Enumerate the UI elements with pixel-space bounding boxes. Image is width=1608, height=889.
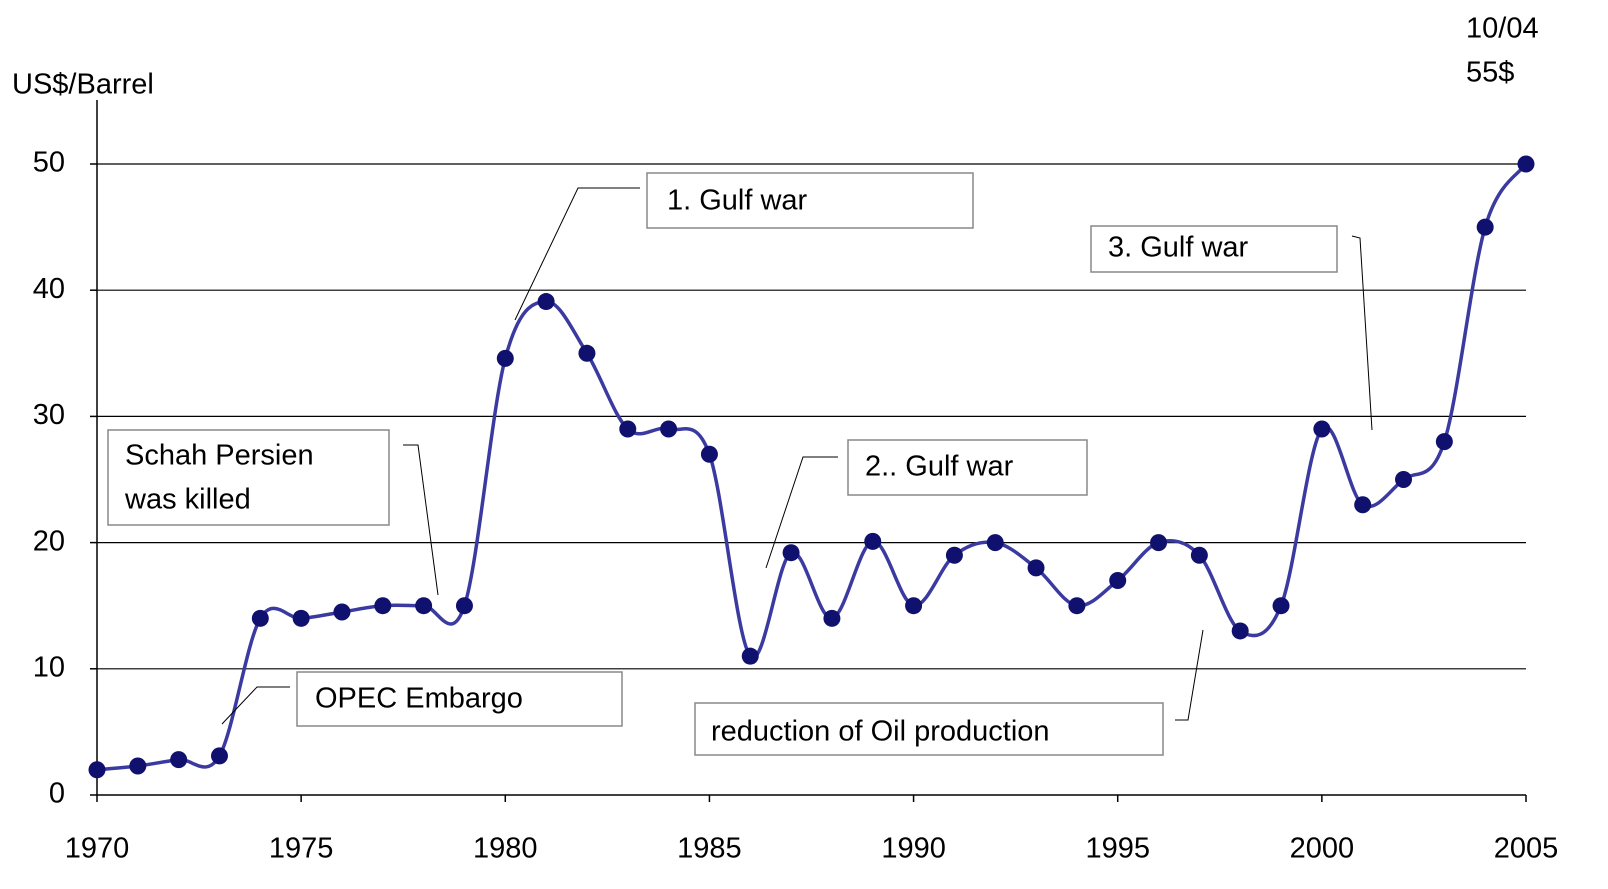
data-point <box>1476 218 1494 236</box>
data-point <box>170 751 188 769</box>
y-tick-label: 20 <box>33 525 65 557</box>
data-point <box>374 597 392 615</box>
data-point <box>88 761 106 779</box>
leader-line <box>403 444 439 596</box>
data-point <box>251 609 269 627</box>
annotation-box <box>107 429 390 526</box>
series-line <box>96 162 1528 772</box>
data-point <box>455 597 473 615</box>
data-point <box>741 647 759 665</box>
annotation-text: OPEC Embargo <box>315 683 523 715</box>
x-tick-label: 1985 <box>677 833 742 865</box>
leader-line <box>514 187 640 321</box>
annotation-box <box>646 172 974 229</box>
data-point <box>1150 534 1168 552</box>
data-point <box>333 603 351 621</box>
annotation-text: reduction of Oil production <box>711 716 1050 748</box>
data-point <box>210 747 228 765</box>
y-tick-label: 0 <box>49 778 65 810</box>
data-point <box>496 349 514 367</box>
annotation-text: 55$ <box>1466 57 1514 89</box>
leader-line <box>1351 235 1373 431</box>
x-tick-label: 1970 <box>65 833 130 865</box>
x-tick-label: 1995 <box>1085 833 1150 865</box>
data-point <box>1517 155 1535 173</box>
y-tick-label: 10 <box>33 651 65 683</box>
data-point <box>1272 597 1290 615</box>
annotation-text: was killed <box>124 484 251 516</box>
annotation-box <box>694 702 1164 756</box>
annotation-box <box>296 671 623 727</box>
x-tick-label: 1980 <box>473 833 538 865</box>
y-tick-label: 50 <box>33 147 65 179</box>
data-point <box>1027 559 1045 577</box>
data-point <box>864 532 882 550</box>
data-point <box>700 445 718 463</box>
x-tick-label: 2000 <box>1290 833 1355 865</box>
data-point <box>1313 420 1331 438</box>
data-point <box>823 609 841 627</box>
data-point <box>1068 597 1086 615</box>
data-point <box>1354 496 1372 514</box>
x-tick-label: 2005 <box>1494 833 1559 865</box>
y-tick-label: 40 <box>33 273 65 305</box>
y-tick-label: 30 <box>33 399 65 431</box>
data-point <box>619 420 637 438</box>
annotation-box <box>847 439 1088 496</box>
annotation-text: Schah Persien <box>125 440 314 472</box>
data-point <box>415 597 433 615</box>
data-point <box>578 344 596 362</box>
annotation-text: 10/04 <box>1466 13 1539 45</box>
annotation-text: 3. Gulf war <box>1108 232 1249 264</box>
data-point <box>1435 433 1453 451</box>
leader-line <box>1175 629 1204 721</box>
leader-line <box>765 456 838 569</box>
data-point <box>1395 471 1413 488</box>
leader-line <box>221 686 290 725</box>
data-point <box>986 534 1004 552</box>
x-tick-label: 1975 <box>269 833 334 865</box>
x-tick-label: 1990 <box>881 833 946 865</box>
annotation-text: 2.. Gulf war <box>865 451 1014 483</box>
data-point <box>905 597 923 615</box>
annotation-text: 1. Gulf war <box>667 185 808 217</box>
data-point <box>129 757 147 775</box>
data-point <box>1231 622 1249 640</box>
data-point <box>660 420 678 438</box>
data-point <box>1190 546 1208 564</box>
data-point <box>537 293 555 311</box>
data-point <box>782 544 800 562</box>
data-point <box>945 546 963 564</box>
data-point <box>292 609 310 627</box>
data-point <box>1109 571 1127 589</box>
annotation-box <box>1090 225 1338 273</box>
y-axis-label: US$/Barrel <box>12 69 154 101</box>
